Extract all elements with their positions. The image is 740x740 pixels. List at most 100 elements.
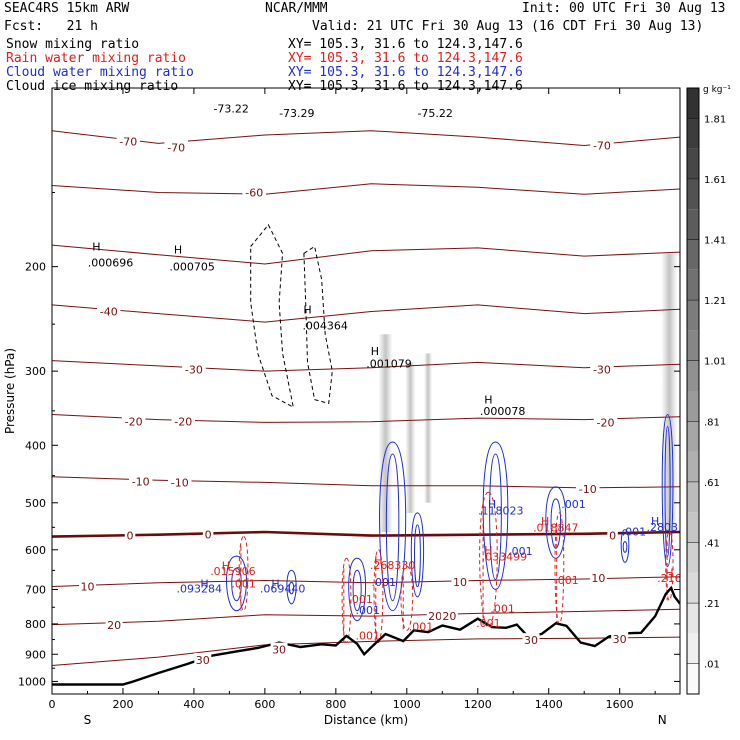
- cloud-water-contour-inner: [352, 569, 362, 612]
- isotherm-label-bg: [78, 579, 96, 592]
- isotherm-label: 0: [127, 530, 134, 543]
- field-annotation: .004364: [302, 319, 348, 332]
- isotherm-label-bg: [97, 304, 121, 317]
- isotherm-label-bg: [242, 185, 266, 198]
- isotherm-label-bg: [124, 528, 136, 541]
- field-annotation: H: [484, 393, 492, 406]
- field-annotation: .2803: [647, 521, 679, 534]
- colorbar-cell: [687, 239, 699, 270]
- colorbar-cell: [687, 300, 699, 331]
- field-annotation: -73.22: [213, 103, 248, 116]
- colorbar-cell: [687, 118, 699, 149]
- isotherm-label-bg: [164, 140, 188, 153]
- isotherm-label-bg: [576, 482, 600, 495]
- field-annotation: .000705: [169, 260, 215, 273]
- y-tick-label: 500: [25, 497, 46, 510]
- cloud-water-contour: [410, 512, 425, 598]
- field-rain-xy: XY= 105.3, 31.6 to 124.3,147.6: [288, 51, 523, 66]
- field-annotation: .001079: [366, 358, 412, 371]
- isotherm-label-bg: [167, 475, 192, 488]
- snow-contour: [303, 245, 333, 405]
- isotherm-label: 10: [80, 581, 94, 594]
- colorbar-cell: [687, 391, 699, 422]
- field-ice-xy: XY= 105.3, 31.6 to 124.3,147.6: [288, 79, 523, 94]
- isotherm-label-bg: [128, 474, 153, 487]
- field-annotation: H: [371, 345, 379, 358]
- y-tick-label: 700: [25, 584, 46, 597]
- cloud-water-contour: [226, 555, 247, 612]
- isotherm-label-bg: [182, 362, 206, 375]
- isotherm-label: -30: [593, 363, 611, 376]
- cloud-water-contour-inner: [414, 524, 421, 588]
- isotherm-label-bg: [426, 609, 444, 622]
- y-tick-label: 900: [25, 648, 46, 661]
- cloud-water-contour: [545, 486, 567, 559]
- isotherm-label: -20: [174, 416, 192, 429]
- field-annotation: H: [200, 578, 208, 591]
- isotherm-label: -10: [579, 483, 597, 496]
- colorbar-label: 1.01: [704, 357, 726, 368]
- isotherm-line: [52, 244, 680, 265]
- isotherm-label-bg: [121, 414, 146, 427]
- isotherm-label: -20: [125, 416, 143, 429]
- shade-column: [378, 334, 393, 532]
- isotherm-label-bg: [611, 631, 629, 644]
- field-annotation: H: [174, 243, 182, 256]
- colorbar-cell: [687, 88, 699, 119]
- colorbar-cell: [687, 542, 699, 573]
- field-cloud-xy: XY= 105.3, 31.6 to 124.3,147.6: [288, 65, 523, 80]
- colorbar-cell: [687, 633, 699, 664]
- isotherm-label-bg: [590, 362, 614, 375]
- x-tick-label: 1000: [393, 698, 421, 711]
- isotherm-label: 0: [205, 529, 212, 542]
- field-annotation: .069440: [260, 582, 306, 595]
- isotherm-label-bg: [171, 414, 196, 427]
- init-time: Init: 00 UTC Fri 30 Aug 13: [522, 1, 726, 16]
- isotherm-label: 0: [609, 530, 616, 543]
- isotherm-label-bg: [590, 138, 614, 151]
- isotherm-label-bg: [451, 575, 469, 588]
- isotherm-label: -10: [171, 476, 189, 489]
- model-title: SEAC4RS 15km ARW: [4, 1, 130, 16]
- colorbar-label: 1.21: [704, 296, 726, 307]
- field-annotation: .001: [490, 602, 515, 615]
- field-annotation: .268330: [370, 559, 416, 572]
- field-annotation: .001: [561, 498, 586, 511]
- colorbar-cell: [687, 330, 699, 361]
- plot-area: -70 -70 -70 -60 -40 -30 -30 -20 -20 -20 -10 -10 -10 0…: [52, 103, 680, 686]
- isotherm-label: 30: [613, 633, 627, 646]
- rain-water-contour: [400, 565, 414, 631]
- field-annotation: .001: [554, 574, 579, 587]
- field-annotation: .018847: [533, 522, 579, 535]
- field-annotation: .033499: [482, 550, 528, 563]
- field-annotation: .001: [348, 593, 373, 606]
- isotherm-line: [52, 183, 680, 195]
- rain-water-contour: [665, 531, 674, 601]
- field-annotation: .000078: [480, 405, 526, 418]
- x-tick-label: 600: [254, 698, 275, 711]
- isotherm-label: 30: [524, 634, 538, 647]
- isotherm-label: -40: [100, 305, 118, 318]
- field-annotation: H: [222, 560, 230, 573]
- colorbar-cell: [687, 421, 699, 452]
- colorbar-frame: [686, 87, 700, 695]
- x-tick-label: 200: [112, 698, 133, 711]
- field-annotation: .001: [622, 526, 647, 539]
- x-tick-label: 1400: [535, 698, 563, 711]
- field-annotation: .001: [231, 578, 256, 591]
- isotherm-label: -60: [245, 186, 263, 199]
- isotherm-label-bg: [589, 571, 607, 584]
- y-tick-label: 1000: [18, 675, 46, 688]
- field-annotation: .001: [356, 604, 381, 617]
- x-tick-label: 1200: [464, 698, 492, 711]
- cloud-water-contour: [620, 529, 630, 563]
- rain-water-contour: [373, 549, 384, 644]
- colorbar-cell: [687, 572, 699, 604]
- y-tick-label: 400: [25, 439, 46, 452]
- isotherm-label: -20: [597, 416, 615, 429]
- colorbar-label: .81: [704, 417, 720, 428]
- cloud-water-contour-inner: [550, 498, 562, 549]
- field-annotation: H: [488, 498, 496, 511]
- y-tick-label: 300: [25, 365, 46, 378]
- cloud-water-contour-inner: [489, 453, 502, 581]
